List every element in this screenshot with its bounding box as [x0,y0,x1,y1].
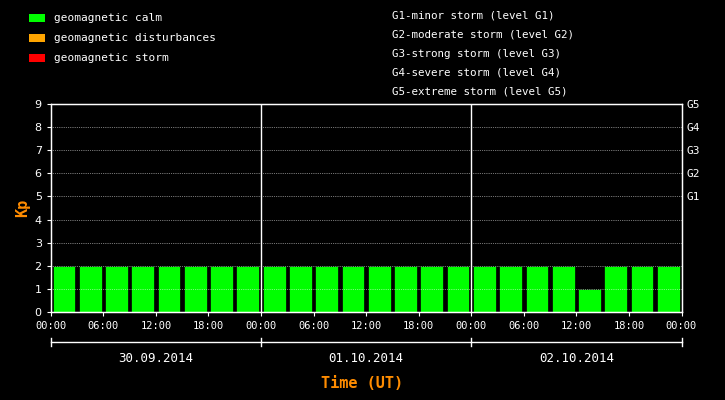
Bar [631,266,653,312]
Bar [657,266,680,312]
Text: G2-moderate storm (level G2): G2-moderate storm (level G2) [392,30,573,40]
Text: 30.09.2014: 30.09.2014 [118,352,194,364]
Text: 01.10.2014: 01.10.2014 [328,352,404,364]
Bar [236,266,260,312]
Bar [315,266,338,312]
Y-axis label: Kp: Kp [15,199,30,217]
Bar [341,266,365,312]
Bar [578,289,601,312]
Bar [368,266,391,312]
Text: G4-severe storm (level G4): G4-severe storm (level G4) [392,68,560,78]
Bar [262,266,286,312]
Bar [184,266,207,312]
Bar [157,266,181,312]
Bar [394,266,417,312]
Bar [52,266,75,312]
Bar [420,266,443,312]
Text: geomagnetic calm: geomagnetic calm [54,13,162,23]
Text: G5-extreme storm (level G5): G5-extreme storm (level G5) [392,86,567,96]
Text: geomagnetic storm: geomagnetic storm [54,53,169,63]
Text: geomagnetic disturbances: geomagnetic disturbances [54,33,216,43]
Bar [500,266,522,312]
Bar [289,266,312,312]
Bar [105,266,128,312]
Text: G1-minor storm (level G1): G1-minor storm (level G1) [392,11,554,21]
Text: 02.10.2014: 02.10.2014 [539,352,614,364]
Bar [605,266,627,312]
Bar [131,266,154,312]
Bar [552,266,575,312]
Bar [526,266,548,312]
Bar [79,266,102,312]
Bar [210,266,233,312]
Bar [473,266,496,312]
Text: G3-strong storm (level G3): G3-strong storm (level G3) [392,49,560,59]
Text: Time (UT): Time (UT) [321,376,404,392]
Bar [447,266,470,312]
